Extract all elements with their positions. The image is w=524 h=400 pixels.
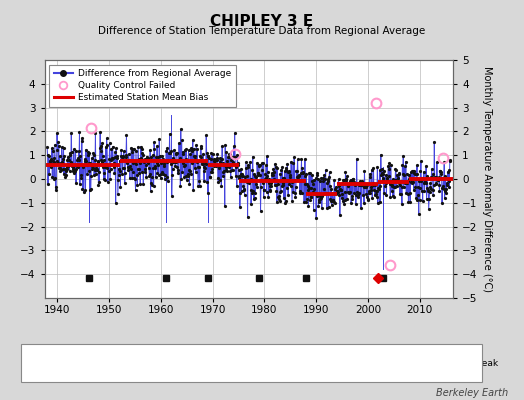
Text: Time of Obs. Change: Time of Obs. Change [301,358,396,368]
Text: ▲: ▲ [158,358,167,368]
Y-axis label: Monthly Temperature Anomaly Difference (°C): Monthly Temperature Anomaly Difference (… [482,66,492,292]
Text: Station Move: Station Move [66,358,125,368]
Text: ◆: ◆ [48,358,57,368]
Legend: Difference from Regional Average, Quality Control Failed, Estimated Station Mean: Difference from Regional Average, Qualit… [49,64,236,107]
Text: CHIPLEY 3 E: CHIPLEY 3 E [210,14,314,29]
Text: Empirical Break: Empirical Break [427,358,498,368]
Text: Berkeley Earth: Berkeley Earth [436,388,508,398]
Text: Record Gap: Record Gap [176,358,228,368]
Text: ■: ■ [409,358,419,368]
Text: ▼: ▼ [284,358,292,368]
Text: Difference of Station Temperature Data from Regional Average: Difference of Station Temperature Data f… [99,26,425,36]
